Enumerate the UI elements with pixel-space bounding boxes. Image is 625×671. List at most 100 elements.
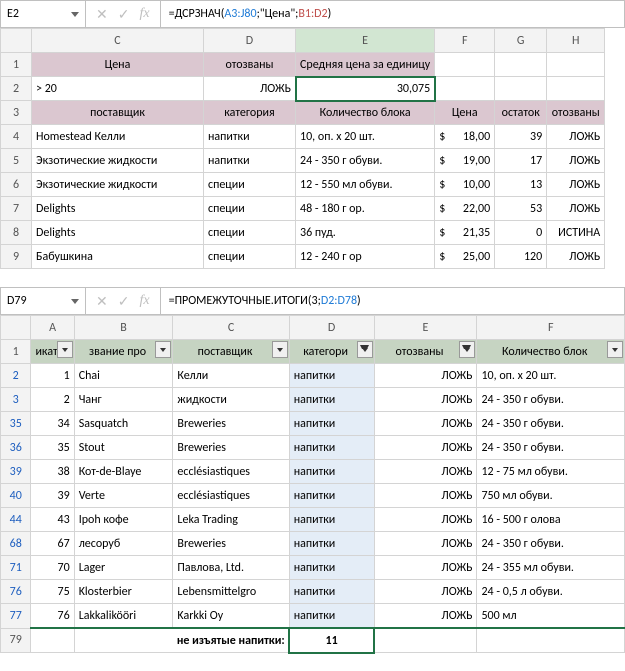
corner-cell[interactable] — [1, 316, 31, 340]
cell[interactable]: специи — [204, 173, 296, 197]
cell[interactable]: ЛОЖЬ — [374, 436, 477, 460]
cell[interactable]: ЛОЖЬ — [374, 364, 477, 388]
row-header[interactable]: 79 — [1, 628, 31, 653]
col-header-E[interactable]: E — [296, 29, 435, 53]
cell[interactable]: 43 — [31, 508, 74, 532]
summary-value[interactable]: 11 — [289, 628, 374, 653]
filter-header-A[interactable]: икат — [31, 340, 74, 364]
cell[interactable]: $25,00 — [435, 245, 495, 269]
cell[interactable]: 13 — [495, 173, 547, 197]
filter-header-E[interactable]: отозваны — [374, 340, 477, 364]
cell[interactable]: $22,00 — [435, 197, 495, 221]
cell[interactable]: ecclésiastiques — [173, 460, 289, 484]
table-header-cell[interactable]: категория — [204, 101, 296, 125]
row-header[interactable]: 76 — [1, 580, 31, 604]
cell[interactable]: ЛОЖЬ — [374, 556, 477, 580]
accept-icon[interactable]: ✓ — [118, 293, 130, 310]
row-header[interactable]: 40 — [1, 484, 31, 508]
cell[interactable]: Кот-de-Blaye — [74, 460, 173, 484]
cell[interactable]: Цена — [32, 53, 204, 77]
cell[interactable]: напитки — [204, 125, 296, 149]
row-header[interactable]: 39 — [1, 460, 31, 484]
cell[interactable]: 24 - 350 г обуви. — [296, 149, 435, 173]
cell[interactable]: напитки — [289, 388, 374, 412]
cell[interactable]: Экзотические жидкости — [32, 149, 204, 173]
cell[interactable]: напитки — [289, 580, 374, 604]
row-header[interactable]: 71 — [1, 556, 31, 580]
col-header-A[interactable]: A — [31, 316, 74, 340]
cell[interactable]: 36 пуд. — [296, 221, 435, 245]
cell[interactable]: Karkki Oy — [173, 604, 289, 629]
chevron-down-icon[interactable] — [71, 299, 79, 304]
row-header[interactable]: 6 — [1, 173, 32, 197]
col-header-C[interactable]: C — [173, 316, 289, 340]
cell[interactable]: 34 — [31, 412, 74, 436]
cell[interactable]: $21,35 — [435, 221, 495, 245]
cell[interactable]: Средняя цена за единицу — [296, 53, 435, 77]
filter-dropdown-icon[interactable] — [459, 341, 475, 358]
row-header[interactable]: 36 — [1, 436, 31, 460]
filter-dropdown-icon[interactable] — [155, 341, 171, 358]
col-header-D[interactable]: D — [289, 316, 374, 340]
cell[interactable]: Verte — [74, 484, 173, 508]
cell[interactable]: 0 — [495, 221, 547, 245]
row-header[interactable]: 8 — [1, 221, 32, 245]
cell[interactable]: Lager — [74, 556, 173, 580]
cell[interactable] — [374, 628, 477, 653]
corner-cell[interactable] — [1, 29, 32, 53]
cancel-icon[interactable]: ✕ — [96, 293, 108, 310]
cell[interactable]: 24 - 0,5 л обуви. — [477, 580, 625, 604]
filter-dropdown-icon[interactable] — [272, 341, 288, 358]
row-header[interactable]: 68 — [1, 532, 31, 556]
cell[interactable] — [495, 53, 547, 77]
cell[interactable]: $19,00 — [435, 149, 495, 173]
cell[interactable]: 500 мл — [477, 604, 625, 629]
cell[interactable]: 35 — [31, 436, 74, 460]
cell[interactable]: 12 - 240 г ор — [296, 245, 435, 269]
cell[interactable]: напитки — [289, 436, 374, 460]
filter-header-C[interactable]: поставщик — [173, 340, 289, 364]
name-box[interactable]: E2 — [1, 1, 86, 27]
filter-header-B[interactable]: звание про — [74, 340, 173, 364]
accept-icon[interactable]: ✓ — [118, 6, 130, 23]
chevron-down-icon[interactable] — [71, 12, 79, 17]
cell[interactable]: напитки — [289, 484, 374, 508]
cell[interactable]: 53 — [495, 197, 547, 221]
cell[interactable]: Lebensmittelgro — [173, 580, 289, 604]
table-header-cell[interactable]: Количество блока — [296, 101, 435, 125]
cell[interactable]: 24 - 350 г обуви. — [477, 532, 625, 556]
cell[interactable]: напитки — [204, 149, 296, 173]
cell[interactable]: Delights — [32, 197, 204, 221]
row-header[interactable]: 2 — [1, 364, 31, 388]
cell[interactable]: Breweries — [173, 412, 289, 436]
cell[interactable]: лесоруб — [74, 532, 173, 556]
cell[interactable]: Чанг — [74, 388, 173, 412]
col-header-B[interactable]: B — [74, 316, 173, 340]
cell[interactable]: ЛОЖЬ — [374, 532, 477, 556]
cell[interactable]: 24 - 350 г обуви. — [477, 388, 625, 412]
cell[interactable]: 120 — [495, 245, 547, 269]
cell[interactable] — [31, 628, 74, 653]
cell[interactable]: специи — [204, 197, 296, 221]
row-header[interactable]: 77 — [1, 604, 31, 629]
cell[interactable] — [477, 628, 625, 653]
filter-header-F[interactable]: Количество блок — [477, 340, 625, 364]
table-header-cell[interactable]: поставщик — [32, 101, 204, 125]
cell[interactable]: Павлова, Ltd. — [173, 556, 289, 580]
cell[interactable]: 24 - 355 мл обуви. — [477, 556, 625, 580]
top-grid[interactable]: CDEFGH1ЦенаотозваныСредняя цена за едини… — [0, 28, 605, 269]
cell[interactable]: ЛОЖЬ — [374, 484, 477, 508]
table-header-cell[interactable]: Цена — [435, 101, 495, 125]
formula-input[interactable]: = ПРОМЕЖУТОЧНЫЕ.ИТОГИ(3; D2:D78 ) — [161, 288, 361, 314]
cell[interactable] — [547, 53, 605, 77]
col-header-H[interactable]: H — [547, 29, 605, 53]
cell[interactable]: 39 — [31, 484, 74, 508]
col-header-F[interactable]: F — [477, 316, 625, 340]
name-box[interactable]: D79 — [1, 288, 86, 314]
cell[interactable]: Келли — [173, 364, 289, 388]
row-header[interactable]: 1 — [1, 53, 32, 77]
cell[interactable]: Klosterbier — [74, 580, 173, 604]
bottom-grid[interactable]: ABCDEF1икатзвание пропоставщиккатегориот… — [0, 315, 625, 653]
cell[interactable]: ЛОЖЬ — [547, 245, 605, 269]
cell[interactable]: 12 - 550 мл обуви. — [296, 173, 435, 197]
